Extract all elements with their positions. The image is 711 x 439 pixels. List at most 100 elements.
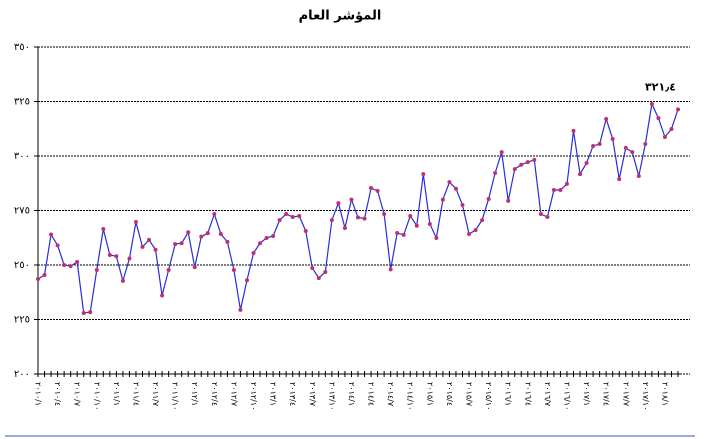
data-point bbox=[323, 269, 328, 274]
data-point bbox=[342, 225, 347, 230]
data-point bbox=[486, 196, 491, 201]
x-tick-label: ٢٠١٣/١ bbox=[269, 382, 278, 406]
data-point bbox=[564, 181, 569, 186]
data-point bbox=[584, 160, 589, 165]
x-tick-label: ٢٠١٥/٤ bbox=[445, 382, 454, 406]
data-point bbox=[512, 167, 517, 172]
data-point bbox=[238, 307, 243, 312]
data-point bbox=[453, 186, 458, 191]
data-point bbox=[375, 188, 380, 193]
data-point bbox=[231, 268, 236, 273]
data-point bbox=[591, 143, 596, 148]
data-point bbox=[408, 213, 413, 218]
data-point bbox=[369, 186, 374, 191]
x-tick-label: ٢٠١٦/١٠ bbox=[562, 382, 571, 410]
x-tick-label: ٢٠١٠/٧ bbox=[73, 382, 82, 407]
x-tick-label: ٢٠١٤/١ bbox=[347, 382, 356, 406]
data-point bbox=[558, 188, 563, 193]
data-point bbox=[336, 201, 341, 206]
x-tick-label: ٢٠١١/٧ bbox=[151, 382, 160, 407]
x-tick-label: ٢٠١٦/١ bbox=[504, 382, 513, 406]
data-point bbox=[120, 278, 125, 283]
data-point bbox=[578, 172, 583, 177]
data-point bbox=[212, 211, 217, 216]
data-point bbox=[127, 256, 132, 261]
data-point bbox=[630, 150, 635, 155]
data-point bbox=[205, 231, 210, 236]
data-point bbox=[153, 247, 158, 252]
data-point bbox=[395, 230, 400, 235]
data-point bbox=[81, 310, 86, 315]
data-point bbox=[107, 252, 112, 257]
x-tick-label: ٢٠١٧/١ bbox=[582, 382, 591, 406]
y-tick-label: ٣٥٠ bbox=[14, 42, 30, 53]
data-point bbox=[36, 276, 40, 281]
data-point bbox=[440, 197, 445, 202]
data-point bbox=[617, 177, 622, 182]
data-point bbox=[525, 160, 530, 165]
x-tick-label: ٢٠١٢/١٠ bbox=[249, 382, 258, 410]
x-tick-label: ٢٠١٤/٤ bbox=[367, 382, 376, 406]
data-point bbox=[297, 213, 302, 218]
chart-title: المؤشر العام bbox=[299, 9, 382, 24]
data-point bbox=[571, 128, 576, 133]
data-point bbox=[676, 107, 680, 112]
data-point bbox=[251, 251, 256, 256]
x-tick-label: ٢٠١٠/١٠ bbox=[92, 382, 101, 410]
data-point bbox=[623, 145, 628, 150]
data-point bbox=[643, 142, 648, 147]
data-point bbox=[258, 241, 263, 246]
data-point bbox=[597, 142, 602, 147]
data-point bbox=[434, 235, 439, 240]
x-tick-label: ٢٠١٠/٤ bbox=[53, 382, 62, 406]
data-point bbox=[147, 237, 152, 242]
y-tick-label: ٣٢٥ bbox=[14, 97, 30, 108]
x-tick-label: ٢٠١٠/١ bbox=[34, 382, 43, 406]
data-point bbox=[349, 197, 354, 202]
data-point bbox=[303, 228, 308, 233]
data-point bbox=[610, 136, 615, 141]
x-tick-label: ٢٠١٥/٧ bbox=[465, 382, 474, 407]
data-point bbox=[401, 232, 406, 237]
data-point bbox=[55, 243, 60, 248]
x-tick-label: ٢٠١٧/١٠ bbox=[641, 382, 650, 410]
x-tick-label: ٢٠١٢/٧ bbox=[229, 382, 238, 407]
data-point bbox=[271, 234, 276, 239]
data-point bbox=[264, 235, 269, 240]
data-point bbox=[649, 101, 654, 106]
data-point bbox=[68, 264, 73, 269]
data-point bbox=[329, 218, 334, 223]
data-point bbox=[114, 254, 119, 259]
data-point bbox=[551, 188, 556, 193]
y-tick-label: ٣٠٠ bbox=[14, 151, 30, 162]
data-point bbox=[218, 232, 223, 237]
data-point bbox=[362, 216, 367, 221]
data-point bbox=[427, 222, 432, 227]
x-tick-label: ٢٠١٧/٤ bbox=[602, 382, 611, 406]
data-point bbox=[499, 150, 504, 155]
data-point bbox=[467, 232, 472, 237]
data-point bbox=[506, 198, 511, 203]
x-tick-label: ٢٠١٨/١ bbox=[660, 382, 669, 406]
data-point bbox=[88, 310, 93, 315]
data-point bbox=[538, 211, 543, 216]
x-tick-label: ٢٠١٣/١٠ bbox=[327, 382, 336, 410]
x-tick-label: ٢٠١١/٤ bbox=[131, 382, 140, 406]
x-tick-label: ٢٠١٦/٤ bbox=[523, 382, 532, 406]
data-point bbox=[199, 234, 204, 239]
data-point bbox=[421, 172, 426, 177]
y-tick-label: ٢٠٠ bbox=[14, 369, 30, 380]
data-point bbox=[166, 268, 171, 273]
data-point bbox=[519, 162, 524, 167]
data-point bbox=[493, 171, 498, 176]
data-point bbox=[414, 223, 419, 228]
x-tick-label: ٢٠١٤/٧ bbox=[386, 382, 395, 407]
x-tick-label: ٢٠١٧/٧ bbox=[621, 382, 630, 407]
data-point bbox=[186, 230, 191, 235]
data-point bbox=[388, 267, 393, 272]
data-point bbox=[545, 215, 550, 220]
data-point bbox=[277, 218, 282, 223]
x-tick-label: ٢٠١٢/٤ bbox=[210, 382, 219, 406]
x-tick-label: ٢٠١٦/٧ bbox=[543, 382, 552, 407]
